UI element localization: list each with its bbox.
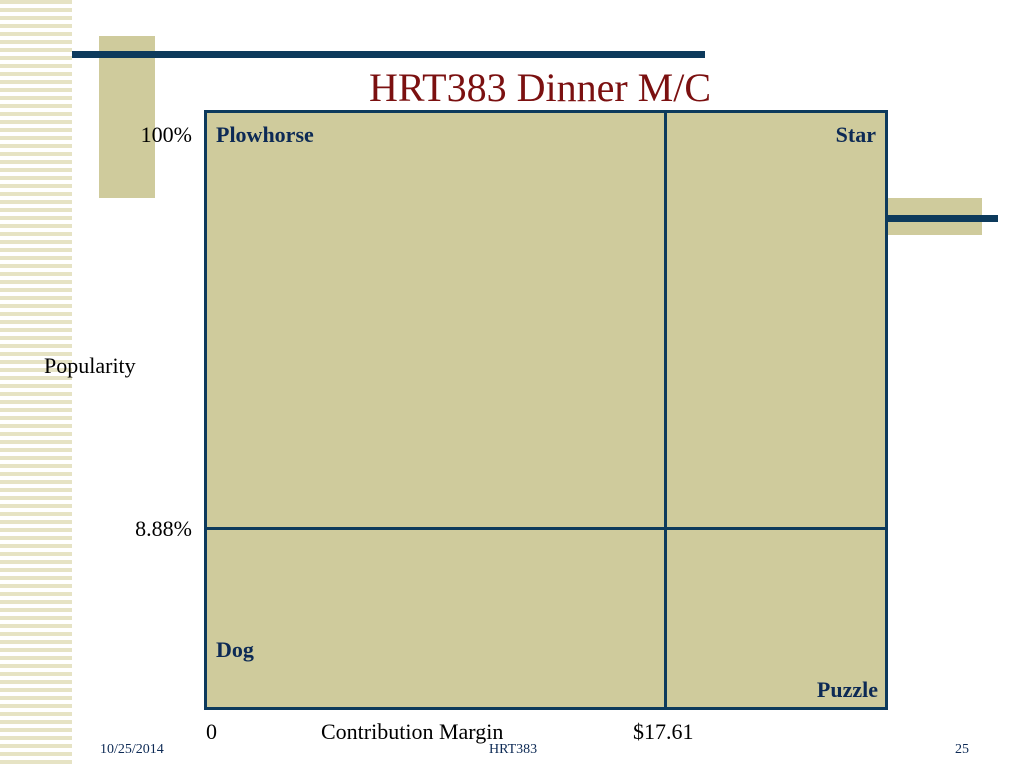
divider-vertical (664, 110, 667, 710)
matrix (204, 110, 888, 710)
y-threshold-label: 8.88% (135, 516, 192, 541)
quadrant-label: Puzzle (816, 677, 878, 702)
divider-horizontal (204, 527, 888, 530)
x-threshold-label: $17.61 (633, 719, 694, 744)
y-top-label: 100% (140, 122, 192, 147)
footer-course: HRT383 (489, 742, 538, 757)
x-start-label: 0 (206, 719, 217, 744)
y-axis-label: Popularity (44, 353, 136, 378)
footer-page: 25 (955, 742, 969, 757)
stripe-band (0, 0, 72, 768)
quadrant-label: Star (835, 122, 876, 147)
quadrant-label: Plowhorse (216, 122, 314, 147)
slide-title: HRT383 Dinner M/C (368, 65, 712, 110)
decor-bar (72, 51, 705, 58)
x-axis-label: Contribution Margin (321, 719, 504, 744)
decor-bar (888, 215, 998, 222)
quadrant-label: Dog (216, 637, 254, 662)
decor-block (99, 36, 155, 198)
footer-date: 10/25/2014 (100, 742, 164, 757)
